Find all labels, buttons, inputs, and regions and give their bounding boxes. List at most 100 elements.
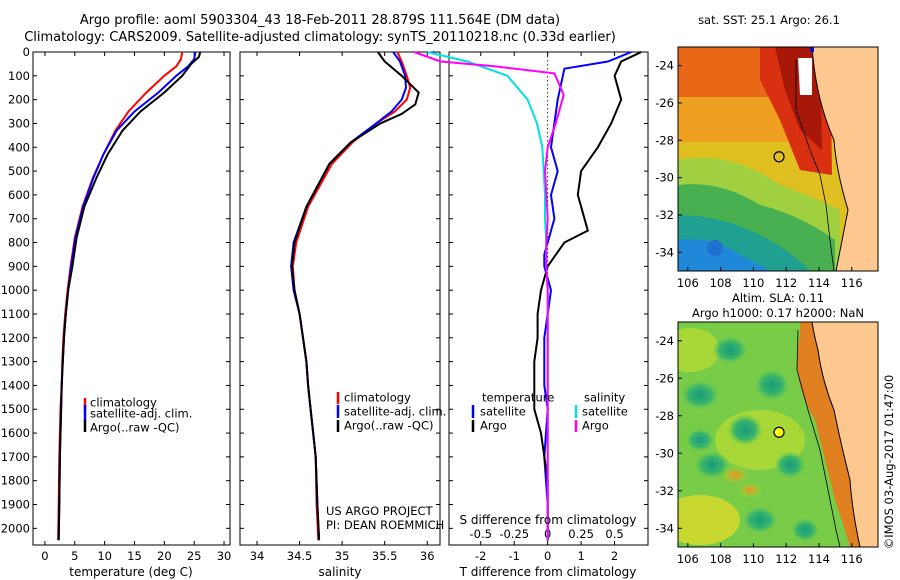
temperature-x-tick-label: 25 xyxy=(187,549,202,563)
depth-tick-label: 1300 xyxy=(1,355,30,369)
s-diff-tick-label: 0.25 xyxy=(568,527,594,541)
difference-legend: temperature salinity satellite Argo sate… xyxy=(471,391,628,433)
salinity-series xyxy=(240,51,440,541)
depth-tick-label: 1800 xyxy=(1,474,30,488)
altimetry-map xyxy=(678,322,878,547)
difference-line-salinity-satellite xyxy=(427,51,549,541)
t-diff-x-tick-label: 1 xyxy=(577,549,584,563)
altimetry-map-lat-ticks: -24 -26 -28 -30 -32 -34 xyxy=(655,334,682,535)
temperature-x-tick-label: 5 xyxy=(71,549,78,563)
difference-axes xyxy=(448,51,649,546)
difference-series xyxy=(413,51,648,541)
salinity-legend-climatology: climatology xyxy=(344,391,411,405)
depth-tick-label: 1500 xyxy=(1,402,30,416)
temperature-x-tick-labels: 0 5 10 15 20 25 30 xyxy=(41,52,231,563)
depth-tick-label: 100 xyxy=(8,69,30,83)
salinity-x-tick-label: 36 xyxy=(420,549,435,563)
depth-tick-label: 600 xyxy=(8,188,30,202)
difference-line-salinity-Argo xyxy=(413,51,565,541)
altimetry-map-frame xyxy=(677,321,879,548)
legend-salinity-title: salinity xyxy=(584,391,625,405)
salinity-axes xyxy=(239,51,441,546)
sst-map xyxy=(678,47,878,271)
figure-title-line-2: Climatology: CARS2009. Satellite-adjuste… xyxy=(24,30,616,45)
map-lon-tick-label: 106 xyxy=(677,552,699,566)
t-diff-x-tick-label: -1 xyxy=(508,549,519,563)
salinity-x-tick-label: 34.5 xyxy=(287,549,313,563)
map-lat-tick-label: -30 xyxy=(655,171,674,185)
t-diff-x-tick-label: 0 xyxy=(544,549,551,563)
project-credit: US ARGO PROJECT xyxy=(326,504,434,518)
depth-tick-label: 1100 xyxy=(1,307,30,321)
map-lon-tick-label: 116 xyxy=(841,552,863,566)
s-diff-tick-label: 0.5 xyxy=(605,527,623,541)
depth-tick-label: 1000 xyxy=(1,283,30,297)
difference-line-temperature-satellite xyxy=(543,51,632,541)
map-lat-tick-label: -24 xyxy=(655,334,674,348)
temperature-line-climatology xyxy=(57,51,184,541)
temperature-x-tick-label: 10 xyxy=(97,549,112,563)
salinity-x-label: salinity xyxy=(318,565,361,579)
sst-map-lat-ticks: -24 -26 -28 -30 -32 -34 xyxy=(655,59,682,259)
salinity-x-tick-label: 34 xyxy=(250,549,265,563)
depth-tick-label: 200 xyxy=(8,93,30,107)
depth-tick-label: 1600 xyxy=(1,426,30,440)
legend-temperature-title: temperature xyxy=(482,391,554,405)
map-lat-tick-label: -28 xyxy=(655,409,674,423)
map-lat-tick-label: -34 xyxy=(655,245,674,259)
map-lon-tick-label: 112 xyxy=(775,276,797,290)
map-lat-tick-label: -26 xyxy=(655,96,674,110)
map-lat-tick-label: -28 xyxy=(655,133,674,147)
depth-tick-label: 1900 xyxy=(1,498,30,512)
depth-tick-label: 900 xyxy=(8,259,30,273)
depth-tick-label: 0 xyxy=(23,45,30,59)
depth-tick-label: 1200 xyxy=(1,331,30,345)
temperature-legend-satellite: satellite-adj. clim. xyxy=(90,407,192,421)
map-lon-tick-label: 106 xyxy=(677,276,699,290)
salinity-x-tick-label: 35.5 xyxy=(372,549,398,563)
altimetry-argo-position-marker xyxy=(773,426,785,438)
depth-tick-label: 1400 xyxy=(1,378,30,392)
salinity-legend: climatology satellite-adj. clim. Argo(..… xyxy=(336,391,446,433)
figure-title-line-1: Argo profile: aoml 5903304_43 18-Feb-201… xyxy=(79,13,561,28)
t-diff-x-tick-label: -2 xyxy=(475,549,486,563)
map-lon-tick-label: 114 xyxy=(808,276,830,290)
legend-salinity-argo: Argo xyxy=(582,419,609,433)
salinity-legend-argo: Argo(..raw -QC) xyxy=(344,419,434,433)
depth-tick-label: 400 xyxy=(8,140,30,154)
t-difference-x-label: T difference from climatology xyxy=(459,565,637,579)
temperature-legend: climatology satellite-adj. clim. Argo(..… xyxy=(83,396,192,435)
sst-map-title: sat. SST: 25.1 Argo: 26.1 xyxy=(698,13,840,27)
legend-salinity-satellite: satellite xyxy=(582,405,628,419)
salinity-x-tick-label: 35 xyxy=(335,549,350,563)
legend-temperature-satellite: satellite xyxy=(480,405,526,419)
s-diff-tick-label: -0.5 xyxy=(470,527,492,541)
s-diff-tick-label: -0.25 xyxy=(499,527,529,541)
altimetry-map-lon-ticks: 106 108 110 112 114 116 xyxy=(677,543,863,566)
temperature-axes xyxy=(32,51,231,546)
salinity-line-argo-raw-qc xyxy=(290,51,420,541)
t-difference-tick-labels: -2 -1 0 1 2 xyxy=(475,52,618,563)
temperature-x-tick-label: 20 xyxy=(157,549,172,563)
altimetry-title-line-2: Argo h1000: 0.17 h2000: NaN xyxy=(692,306,864,320)
temperature-legend-argo: Argo(..raw -QC) xyxy=(90,421,180,435)
depth-tick-label: 1700 xyxy=(1,450,30,464)
map-lon-tick-label: 108 xyxy=(710,276,732,290)
temperature-y-tick-labels: 0 100 200 300 400 500 600 700 800 900 1000 1100 1200… xyxy=(1,45,30,535)
s-difference-x-label: S difference from climatology xyxy=(460,513,637,527)
map-lon-tick-label: 108 xyxy=(710,552,732,566)
salinity-line-satellite-adj-clim xyxy=(290,51,408,541)
temperature-line-argo-raw-qc xyxy=(57,51,202,541)
altimetry-title-line-1: Altim. SLA: 0.11 xyxy=(732,291,824,305)
salinity-line-climatology xyxy=(291,51,412,541)
s-difference-tick-labels: -0.5 -0.25 0 0.25 0.5 xyxy=(470,527,624,541)
temperature-series xyxy=(33,51,230,541)
depth-tick-label: 800 xyxy=(8,236,30,250)
temperature-legend-climatology: climatology xyxy=(90,396,157,410)
map-lat-tick-label: -32 xyxy=(655,484,674,498)
map-lat-tick-label: -32 xyxy=(655,208,674,222)
depth-tick-label: 2000 xyxy=(1,521,30,535)
map-lon-tick-label: 110 xyxy=(742,276,764,290)
legend-temperature-argo: Argo xyxy=(480,419,507,433)
